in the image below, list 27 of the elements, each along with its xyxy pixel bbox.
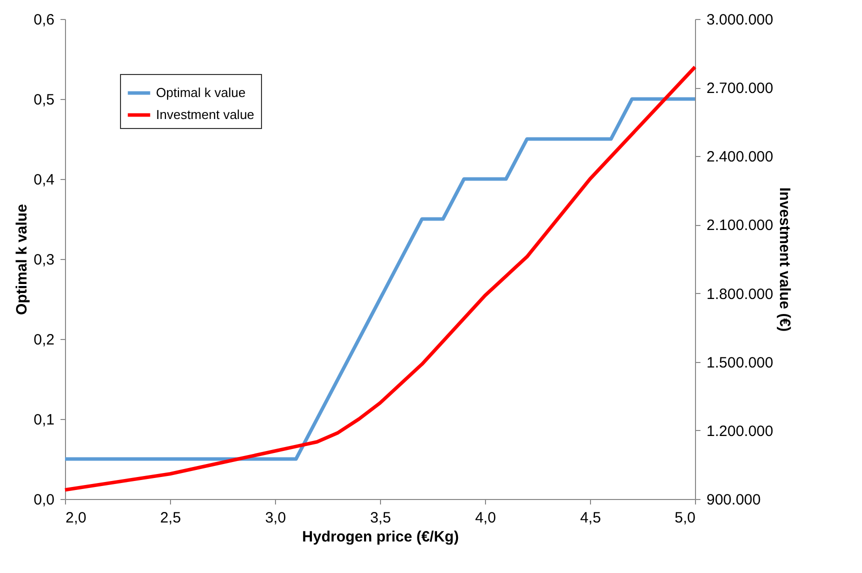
x-tick-label: 3,0 (265, 510, 286, 526)
y-tick-label: 0,2 (34, 332, 54, 348)
y2-tick-label: 900.000 (706, 492, 761, 508)
legend-label: Investment value (156, 107, 254, 122)
y-tick-label: 0,4 (34, 172, 54, 188)
y-tick-label: 0,3 (34, 252, 54, 268)
legend-label: Optimal k value (156, 85, 246, 100)
y2-tick-label: 3.000.000 (706, 12, 774, 28)
x-tick-label: 5,0 (674, 510, 696, 526)
x-tick-label: 4,5 (580, 510, 601, 526)
y2-tick-label: 1.500.000 (706, 354, 774, 372)
y-tick-label: 0,1 (34, 412, 54, 428)
y2-tick-label: 1.800.000 (706, 286, 774, 303)
x-axis-title: Hydrogen price (€/Kg) (302, 528, 459, 546)
y2-axis-title: Investment value (€) (776, 187, 794, 332)
y2-tick-label: 2.400.000 (706, 148, 774, 166)
y2-tick-label: 1.200.000 (706, 422, 774, 440)
x-tick-label: 2,5 (160, 510, 181, 526)
x-tick-label: 2,0 (66, 510, 86, 526)
y2-tick-label: 2.700.000 (706, 80, 774, 98)
y-tick-label: 0,0 (34, 492, 54, 508)
y-axis-title: Optimal k value (14, 204, 31, 315)
y-tick-label: 0,5 (34, 92, 54, 108)
y2-tick-label: 2.100.000 (706, 217, 774, 234)
x-tick-label: 3,5 (370, 510, 391, 526)
y-tick-label: 0,6 (34, 12, 54, 28)
x-tick-label: 4,0 (475, 510, 496, 526)
